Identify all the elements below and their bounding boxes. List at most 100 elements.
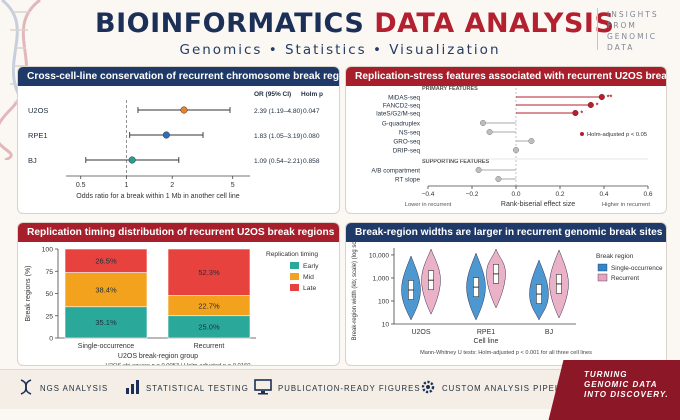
stack-legend-label: Late [303,285,316,292]
stack-legend-label: Mid [303,274,314,281]
lollipop-legend-marker [580,132,584,136]
forest-plot-title: Cross-cell-line conservation of recurren… [18,67,339,86]
violin-legend-title: Break region [596,253,634,260]
lollipop-x-tick-label: 0.2 [555,191,564,198]
header-divider [597,8,598,50]
violin-y-tick-label: 1,000 [372,275,389,282]
lollipop-x-tick-label: 0.6 [643,191,652,198]
lollipop-point [479,119,487,127]
violin-title: Break-region widths are larger in recurr… [346,223,666,242]
page-title: BIOINFORMATICS DATA ANALYSIS [95,8,614,39]
footer-label-ngs: NGS ANALYSIS [40,384,109,393]
footer-label-pipelines: CUSTOM ANALYSIS PIPELINES [442,384,583,393]
violin-y-tick-label: 100 [378,298,389,305]
title-part2: DATA ANALYSIS [374,8,615,39]
lollipop-point [598,93,605,101]
forest-x-tick-label: 0.5 [76,182,86,189]
stack-legend-title: Replication timing [266,251,318,258]
forest-ci-text: 1.09 (0.54–2.21) [254,158,302,165]
lollipop-point [486,128,493,136]
forest-x-tick-label: 2 [170,182,174,189]
tagline-line: TURNING [584,370,628,379]
stack-x-tick-label: Single-occurrence [78,343,135,350]
stack-y-tick-label: 100 [42,247,54,254]
lollipop-x-tick-label: 0.4 [599,191,608,198]
stack-segment [64,272,148,308]
violin-panel: Break-region widths are larger in recurr… [345,222,667,366]
violin-x-axis-label: Cell line [474,338,499,345]
lollipop-label: lateS/G2/M-seq [376,110,420,117]
violin-legend-label: Recurrent [611,275,639,282]
lollipop-significance: ** [607,95,613,102]
lollipop-x-tick-label: −0.2 [466,191,479,198]
forest-ci-text: 2.39 (1.19–4.80) [254,108,302,115]
lollipop-x-tick-label: −0.4 [422,191,435,198]
stack-y-axis-label: Break regions (%) [25,265,32,321]
lollipop-point [587,101,594,109]
lollipop-label: MiDAS-seq [388,94,420,101]
violin-legend-label: Single-occurrence [611,265,663,272]
forest-x-tick-label: 1 [125,182,129,189]
lollipop-point [528,137,535,145]
violin-y-axis-label: Break-region width (kb; scale) (log scal… [352,242,358,340]
side-tagline: INSIGHTS FROM GENOMIC DATA [607,9,659,53]
lollipop-point [495,175,502,183]
violin-chart: 10,000 1,000 100 10 Break-region width (kb; … [352,242,663,356]
stack-segment [167,248,251,296]
forest-p-value: 0.047 [303,108,320,115]
footer-label-figures: PUBLICATION-READY FIGURES [278,384,421,393]
stack-y-tick-label: 75 [45,269,53,276]
lollipop-point [512,146,520,154]
page-subtitle: Genomics • Statistics • Visualization [179,42,501,58]
violin-y-tick-label: 10,000 [369,252,390,259]
lollipop-group-header: PRIMARY FEATURES [422,86,478,92]
forest-p-value: 0.080 [303,133,320,140]
lollipop-group-header: SUPPORTING FEATURES [422,159,489,165]
stack-legend-swatch [290,262,299,269]
violin-note: Mann-Whitney U tests: Holm-adjusted p < … [420,350,592,356]
stack-segment-label: 26.5% [95,257,117,266]
lollipop-point [572,109,579,117]
violin-x-tick-label: BJ [545,329,553,336]
gear-icon [421,380,435,394]
forest-row-label: U2OS [28,106,48,115]
stacked-bar-chart: 0 25 50 75 100 Break regions (%) 35.1% 38.4% 26.… [25,247,319,366]
stacked-bar-title: Replication timing distribution of recur… [18,223,339,242]
tagline-text: TURNING GENOMIC DATA INTO DISCOVERY. [584,370,669,400]
forest-p-value: 0.858 [303,158,320,165]
stack-segment-label: 38.4% [95,285,117,294]
title-part1: BIOINFORMATICS [95,8,365,39]
lollipop-label: G-quadruplex [382,120,421,127]
lollipop-x-tick-label: 0.0 [511,191,520,198]
bar-chart-icon [126,380,139,394]
violin-legend-swatch [597,273,608,282]
stacked-bar-panel: Replication timing distribution of recur… [17,222,340,366]
violin-x-tick-label: RPE1 [477,329,495,336]
stack-y-tick-label: 0 [49,336,53,343]
forest-x-tick-label: 5 [231,182,235,189]
lollipop-label: RT slope [395,176,420,183]
lollipop-significance: * [580,111,583,118]
stack-x-axis-label: U2OS break-region group [118,353,198,360]
stack-y-tick-label: 25 [45,313,53,320]
tagline-line: INTO DISCOVERY. [584,390,669,399]
lollipop-panel: Replication-stress features associated w… [345,66,667,214]
forest-col-header: Holm p [301,91,323,98]
monitor-icon [254,379,272,395]
stack-segment-label: 25.0% [198,323,220,332]
violin-y-tick-label: 10 [382,322,390,329]
lollipop-label: NS-seq [399,129,420,136]
lollipop-label: A/B compartment [371,167,420,174]
stack-x-tick-label: Recurrent [194,343,225,350]
forest-point [162,131,170,139]
forest-point [180,106,188,114]
footer-label-stats: STATISTICAL TESTING [146,384,249,393]
forest-plot-panel: Cross-cell-line conservation of recurren… [17,66,340,214]
side-line: DATA [607,43,635,52]
forest-col-header: OR (95% CI) [254,91,291,98]
lollipop-label: GRO-seq [393,138,420,145]
lollipop-point [475,166,482,174]
side-line: GENOMIC [607,32,657,41]
forest-row-label: BJ [28,156,37,165]
